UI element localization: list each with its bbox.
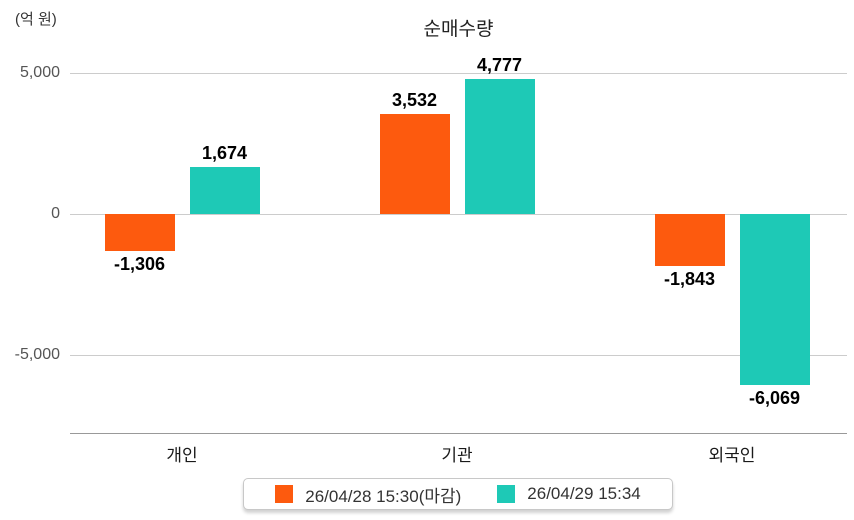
y-tick-label: 0 — [51, 205, 60, 222]
gridline — [70, 213, 847, 215]
x-axis-label-2: 기관 — [441, 446, 473, 465]
bar-series1-기관 — [379, 114, 450, 214]
bar-value-label: 4,777 — [476, 55, 523, 76]
legend: 26/04/28 15:30(마감) 26/04/29 15:34 — [243, 478, 673, 510]
chart-title: 순매수량 — [423, 19, 494, 40]
x-axis-label-3: 외국인 — [708, 446, 756, 465]
legend-item-1: 26/04/28 15:30(마감) — [275, 482, 461, 507]
bar-value-label: 1,674 — [201, 142, 248, 163]
y-tick-label: -5,000 — [14, 346, 60, 363]
gridline — [70, 354, 847, 356]
legend-swatch-icon — [497, 485, 516, 503]
bar-value-label: -1,843 — [663, 268, 716, 289]
bar-series1-개인 — [104, 214, 175, 251]
legend-label: 26/04/28 15:30(마감) — [305, 486, 462, 506]
y-axis-unit-label: (억 원) — [15, 11, 57, 28]
y-tick-label: 5,000 — [19, 64, 60, 81]
bar-series2-기관 — [464, 79, 535, 214]
bar-series2-외국인 — [739, 214, 810, 386]
x-axis-label-1: 개인 — [166, 446, 198, 465]
legend-swatch-icon — [275, 485, 294, 503]
bar-series1-외국인 — [654, 214, 725, 266]
bar-value-label: -6,069 — [748, 388, 801, 409]
bar-value-label: -1,306 — [113, 253, 166, 274]
gridline — [70, 72, 847, 74]
bar-value-label: 3,532 — [391, 90, 438, 111]
bar-series2-개인 — [189, 166, 260, 214]
legend-item-2: 26/04/29 15:34 — [497, 484, 641, 504]
legend-label: 26/04/29 15:34 — [527, 484, 641, 503]
x-axis-line — [70, 433, 847, 434]
